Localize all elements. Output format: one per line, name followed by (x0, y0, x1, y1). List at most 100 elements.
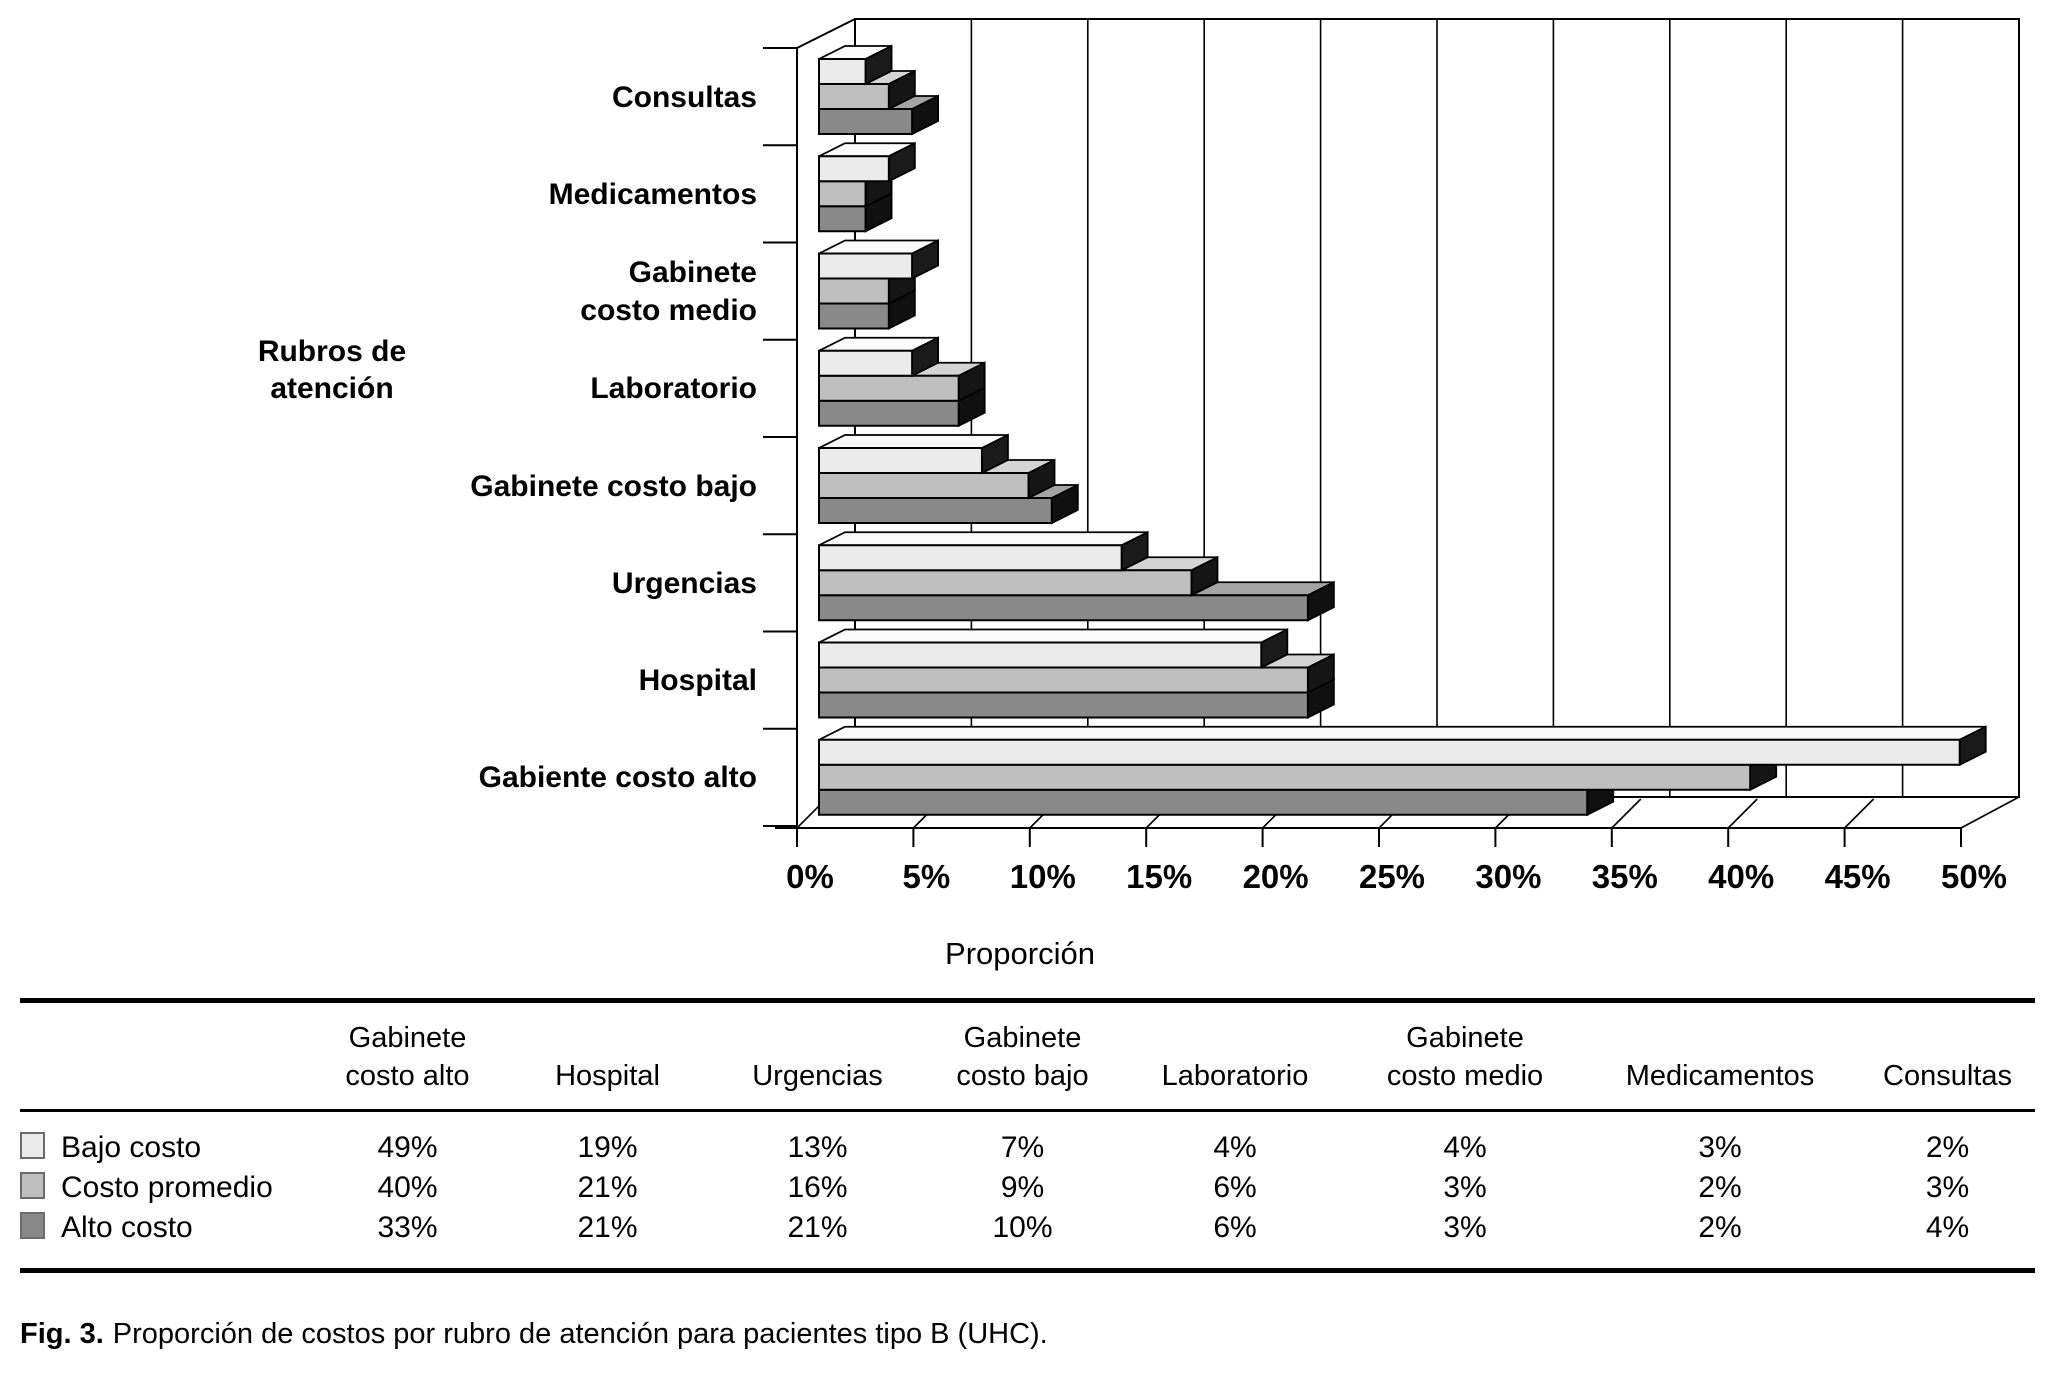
legend-swatch (20, 1132, 45, 1159)
bar-front-face (818, 252, 914, 280)
value-cell: 40% (377, 1171, 438, 1204)
floor-gridline (1727, 798, 1758, 829)
bar-front-face (818, 594, 1309, 622)
category-label: Gabiente costo alto (478, 761, 757, 795)
floor-gridline (1844, 798, 1875, 829)
bar-front-face (818, 374, 960, 402)
bar-front-face (818, 738, 1961, 766)
table-row: Alto costo 33% 21% 21% 10% 6% 3% 2% 4% (20, 1208, 2035, 1271)
table-column-header: Hospital (505, 1000, 710, 1112)
bar-front-face (818, 497, 1053, 524)
value-cell: 3% (1443, 1171, 1487, 1204)
value-cell: 4% (1443, 1131, 1487, 1164)
x-tick-label: 40% (1708, 858, 1774, 895)
x-tick-label: 15% (1126, 858, 1192, 895)
value-cell: 21% (577, 1211, 638, 1244)
value-cell: 19% (577, 1131, 638, 1164)
value-cell: 9% (1000, 1171, 1045, 1204)
bar-top-face (818, 628, 1288, 644)
series-row-label: Costo promedio (20, 1168, 310, 1208)
bar-front-face (818, 788, 1589, 816)
table-column-header: Consultas (1860, 1000, 2035, 1112)
series-row-label: Bajo costo (20, 1111, 310, 1169)
legend-swatch (20, 1212, 45, 1239)
table-column-header: Gabinete costo bajo (925, 1000, 1120, 1112)
bar-top-face (818, 531, 1149, 547)
bar-front-face (818, 277, 890, 305)
value-cell: 4% (1213, 1131, 1257, 1164)
table-row: Bajo costo 49% 19% 13% 7% 4% 4% 3% 2% (20, 1111, 2035, 1169)
value-cell: 3% (1925, 1171, 1970, 1204)
legend-swatch (20, 1172, 45, 1199)
bar-front-face (818, 349, 914, 377)
value-cell: 33% (377, 1211, 438, 1244)
value-cell: 10% (992, 1211, 1053, 1244)
value-cell: 6% (1213, 1171, 1257, 1204)
x-tick-label: 50% (1941, 858, 2007, 895)
category-label: Gabinete costo medio (580, 256, 757, 328)
value-cell: 2% (1698, 1171, 1742, 1204)
bar-front-face (818, 569, 1193, 597)
table-row: Costo promedio 40% 21% 16% 9% 6% 3% 2% 3% (20, 1168, 2035, 1208)
x-tick-label: 0% (786, 858, 834, 895)
value-cell: 21% (787, 1211, 848, 1244)
x-tick-label: 5% (903, 858, 951, 895)
bar-front-face (818, 108, 914, 135)
figure-caption: Fig. 3. Proporción de costos por rubro de… (20, 1318, 1048, 1351)
floor-corner-edge (1960, 796, 2020, 829)
bar-front-face (818, 302, 890, 330)
y-axis-title: Rubros de atención (257, 335, 407, 405)
bar-front-face (818, 58, 867, 85)
floor-gridline (1611, 798, 1642, 829)
bar-front-face (818, 544, 1123, 572)
bar-front-face (818, 472, 1030, 499)
category-label: Medicamentos (548, 177, 757, 211)
caption-text: Proporción de costos por rubro de atenci… (112, 1318, 1048, 1350)
bar-chart: 0% 5% 10% 15% 20% 25% 30% 35% 40% 45% 50% (763, 18, 2020, 895)
table-column-header: Gabinete costo alto (310, 1000, 505, 1112)
category-label: Hospital (638, 664, 757, 698)
value-cell: 7% (1000, 1131, 1045, 1164)
wall-corner-edge (796, 18, 856, 49)
table-column-header: Urgencias (710, 1000, 925, 1112)
x-tick-label: 25% (1359, 858, 1425, 895)
table-header-row: Gabinete costo alto Hospital Urgencias Gabin… (20, 1000, 2035, 1112)
value-cell: 13% (787, 1131, 848, 1164)
value-cell: 21% (577, 1171, 638, 1204)
category-label: Consultas (611, 80, 757, 114)
costs-table: Gabinete costo alto Hospital Urgencias Gabin… (20, 998, 2035, 1273)
x-axis-title: Proporción (945, 936, 1095, 971)
value-cell: 4% (1925, 1211, 1970, 1244)
x-tick-label: 45% (1825, 858, 1891, 895)
bar-front-face (818, 399, 960, 427)
x-tick-label: 30% (1475, 858, 1541, 895)
bar-front-face (818, 763, 1752, 791)
table-column-header: Medicamentos (1580, 1000, 1860, 1112)
value-cell: 3% (1443, 1211, 1487, 1244)
value-cell: 49% (377, 1131, 438, 1164)
bar-front-face (818, 180, 867, 208)
value-cell: 16% (787, 1171, 848, 1204)
value-cell: 2% (1698, 1211, 1742, 1244)
category-label: Urgencias (611, 566, 757, 600)
bar-front-face (818, 83, 890, 110)
bar-top-face (818, 434, 1009, 449)
bar-front-face (818, 691, 1309, 719)
x-tick-label: 35% (1592, 858, 1658, 895)
legend-column-header (20, 1000, 310, 1112)
value-cell: 2% (1925, 1131, 1970, 1164)
series-row-label: Alto costo (20, 1208, 310, 1271)
bar-top-face (818, 725, 1987, 741)
bar-front-face (818, 155, 890, 183)
value-cell: 3% (1698, 1131, 1742, 1164)
x-tick-label: 20% (1243, 858, 1309, 895)
table-column-header: Laboratorio (1120, 1000, 1350, 1112)
bar-front-face (818, 447, 983, 474)
caption-fig-label: Fig. 3. (20, 1318, 104, 1350)
category-label: Gabinete costo bajo (470, 469, 757, 503)
bar-front-face (818, 666, 1309, 694)
bar-front-face (818, 641, 1263, 669)
table-column-header: Gabinete costo medio (1350, 1000, 1580, 1112)
bar-front-face (818, 205, 867, 233)
